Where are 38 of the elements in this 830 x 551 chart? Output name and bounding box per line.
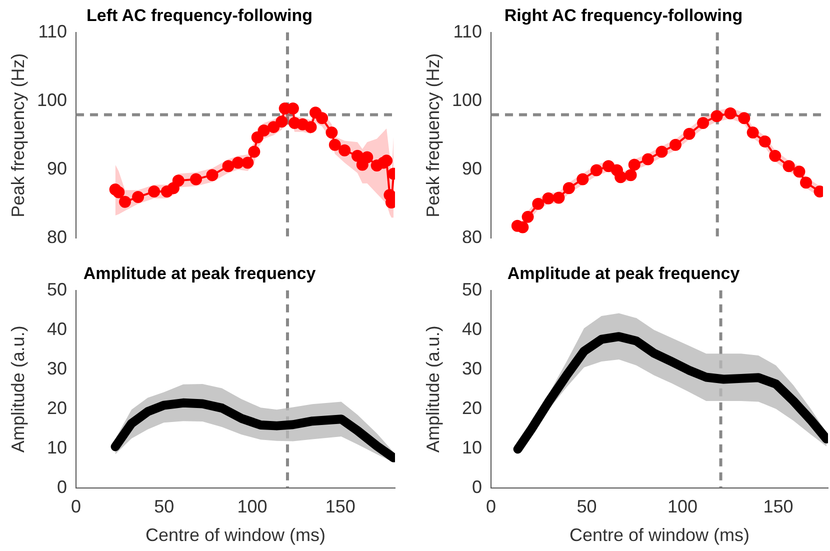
y-tick-label: 10	[46, 437, 67, 458]
y-tick-label: 50	[46, 279, 67, 300]
chart-title: Amplitude at peak frequency	[83, 264, 316, 283]
y-tick-label: 20	[462, 398, 482, 418]
x-axis-title: Centre of window (ms)	[569, 525, 750, 546]
y-tick-label: 0	[56, 476, 67, 497]
chart-title: Amplitude at peak frequency	[507, 264, 740, 283]
x-tick-label: 100	[237, 496, 268, 517]
y-tick-label: 40	[46, 318, 67, 339]
x-tick-label: 50	[576, 496, 597, 517]
y-tick-label: 90	[46, 158, 67, 179]
y-tick-label: 100	[452, 90, 482, 110]
y-tick-label: 10	[462, 437, 482, 458]
x-tick-label: 0	[70, 496, 82, 517]
y-tick-label: 100	[36, 90, 67, 110]
y-tick-label: 110	[453, 21, 482, 42]
chart-title: Right AC frequency-following	[504, 6, 743, 25]
x-tick-label: 0	[486, 496, 496, 517]
y-axis-title: Peak frequency (Hz)	[8, 53, 28, 218]
x-axis-title: Centre of window (ms)	[145, 525, 326, 546]
y-tick-label: 80	[462, 227, 482, 248]
y-axis-title: Amplitude (a.u.)	[422, 326, 443, 453]
y-tick-label: 40	[462, 318, 482, 339]
y-tick-label: 20	[46, 398, 67, 418]
y-axis-title: Peak frequency (Hz)	[422, 53, 443, 218]
x-tick-label: 150	[325, 496, 356, 517]
x-tick-label: 100	[667, 496, 698, 517]
y-tick-label: 50	[462, 279, 482, 300]
y-tick-label: 30	[46, 358, 67, 378]
y-tick-label: 80	[46, 227, 67, 248]
y-tick-label: 0	[472, 476, 482, 497]
x-tick-label: 50	[154, 496, 174, 517]
y-tick-label: 110	[38, 21, 67, 42]
y-tick-label: 90	[462, 158, 482, 179]
y-tick-label: 30	[462, 358, 482, 378]
chart-title: Left AC frequency-following	[86, 6, 313, 25]
y-axis-title: Amplitude (a.u.)	[8, 326, 28, 453]
x-tick-label: 150	[763, 496, 794, 517]
